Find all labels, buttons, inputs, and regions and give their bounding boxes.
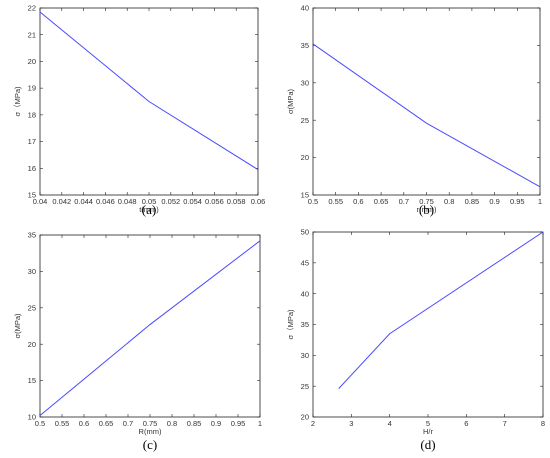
x-tick-label: 0.75 [419, 197, 434, 206]
x-tick-label: 0.044 [74, 197, 93, 206]
x-tick-label: 0.052 [161, 197, 180, 206]
y-tick-label: 22 [28, 4, 36, 13]
x-tick-label: 0.7 [399, 197, 409, 206]
y-tick-label: 30 [301, 351, 309, 360]
y-axis-label: σ（MPa) [286, 309, 295, 340]
panel-label: (b) [419, 202, 434, 217]
x-tick-label: 7 [503, 419, 507, 428]
y-tick-label: 40 [301, 289, 309, 298]
y-tick-label: 15 [28, 191, 36, 200]
x-axis-label: r(mm) [417, 205, 437, 214]
y-tick-label: 16 [28, 164, 36, 173]
x-axis-label: H/r [423, 427, 434, 436]
x-tick-label: 0.85 [465, 197, 480, 206]
x-tick-label: 0.55 [328, 197, 343, 206]
y-tick-label: 20 [301, 413, 309, 422]
y-tick-label: 30 [28, 267, 36, 276]
x-tick-label: 8 [541, 419, 545, 428]
x-tick-label: 0.9 [489, 197, 499, 206]
x-tick-label: 0.95 [231, 419, 246, 428]
x-tick-label: 1 [538, 197, 542, 206]
chart-panel-1: 0.04 0.042 0.044 0.046 0.048 0.05 0.052 0.054 0.… [13, 4, 265, 217]
x-tick-label: 0.75 [143, 419, 158, 428]
x-tick-label: 0.04 [33, 197, 48, 206]
y-axis-label: σ（MPa) [13, 86, 22, 117]
x-tick-label: 0.058 [227, 197, 246, 206]
x-tick-label: 0.06 [251, 197, 266, 206]
x-tick-label: 6 [464, 419, 468, 428]
series-line [312, 43, 541, 188]
y-tick-label: 10 [28, 413, 36, 422]
y-tick-label: 30 [301, 78, 309, 87]
x-tick-label: 4 [388, 419, 392, 428]
y-axis-label: σ(MPa) [13, 313, 22, 339]
y-tick-label: 40 [301, 4, 309, 13]
x-tick-label: 0.6 [79, 419, 89, 428]
x-tick-label: 0.65 [99, 419, 114, 428]
y-tick-label: 21 [28, 30, 36, 39]
y-tick-label: 45 [301, 258, 309, 267]
y-tick-label: 25 [301, 382, 309, 391]
y-tick-label: 20 [28, 57, 36, 66]
x-axis-label: t(mm) [139, 205, 159, 214]
x-axis-label: R(mm) [139, 427, 162, 436]
y-tick-label: 25 [301, 116, 309, 125]
chart-panel-2: 0.5 0.55 0.6 0.65 0.7 0.75 0.8 0.85 0.9 0.95 1 15 20… [286, 4, 542, 217]
x-tick-label: 0.6 [353, 197, 363, 206]
chart-panel-3: 0.5 0.55 0.6 0.65 0.7 0.75 0.8 0.85 0.9 0.95 1 10 15… [13, 231, 262, 452]
x-tick-label: 0.7 [123, 419, 133, 428]
y-tick-label: 17 [28, 137, 36, 146]
y-tick-label: 25 [28, 303, 36, 312]
y-tick-label: 15 [301, 191, 309, 200]
plot-area [312, 231, 544, 418]
x-tick-label: 0.05 [142, 197, 157, 206]
x-tick-label: 0.042 [52, 197, 71, 206]
y-tick-label: 50 [301, 228, 309, 237]
x-tick-label: 0.8 [444, 197, 454, 206]
series-line [338, 231, 544, 389]
y-tick-label: 35 [28, 231, 36, 240]
y-tick-label: 19 [28, 84, 36, 93]
panel-label: (c) [143, 437, 157, 452]
y-tick-label: 35 [301, 320, 309, 329]
x-tick-label: 3 [349, 419, 353, 428]
x-tick-label: 1 [258, 419, 262, 428]
x-tick-label: 0.85 [187, 419, 202, 428]
x-tick-label: 5 [426, 419, 430, 428]
x-tick-label: 0.55 [55, 419, 70, 428]
plot-area [39, 234, 261, 418]
x-tick-label: 2 [311, 419, 315, 428]
x-tick-label: 0.8 [167, 419, 177, 428]
y-tick-label: 20 [28, 340, 36, 349]
y-axis-label: σ(MPa) [286, 88, 295, 114]
x-tick-label: 0.95 [510, 197, 525, 206]
panel-label: (a) [142, 202, 156, 217]
series-line [39, 11, 259, 171]
y-tick-label: 35 [301, 41, 309, 50]
x-tick-label: 0.054 [183, 197, 202, 206]
plot-area [312, 7, 541, 196]
series-line [39, 240, 261, 416]
x-tick-label: 0.046 [96, 197, 115, 206]
y-tick-label: 18 [28, 110, 36, 119]
x-tick-label: 0.5 [35, 419, 45, 428]
x-tick-label: 0.9 [211, 419, 221, 428]
x-tick-label: 0.048 [118, 197, 137, 206]
x-tick-label: 0.5 [308, 197, 318, 206]
x-tick-label: 0.65 [374, 197, 389, 206]
y-tick-label: 15 [28, 376, 36, 385]
x-tick-label: 0.056 [205, 197, 224, 206]
panel-label: (d) [420, 437, 435, 452]
y-tick-label: 20 [301, 153, 309, 162]
